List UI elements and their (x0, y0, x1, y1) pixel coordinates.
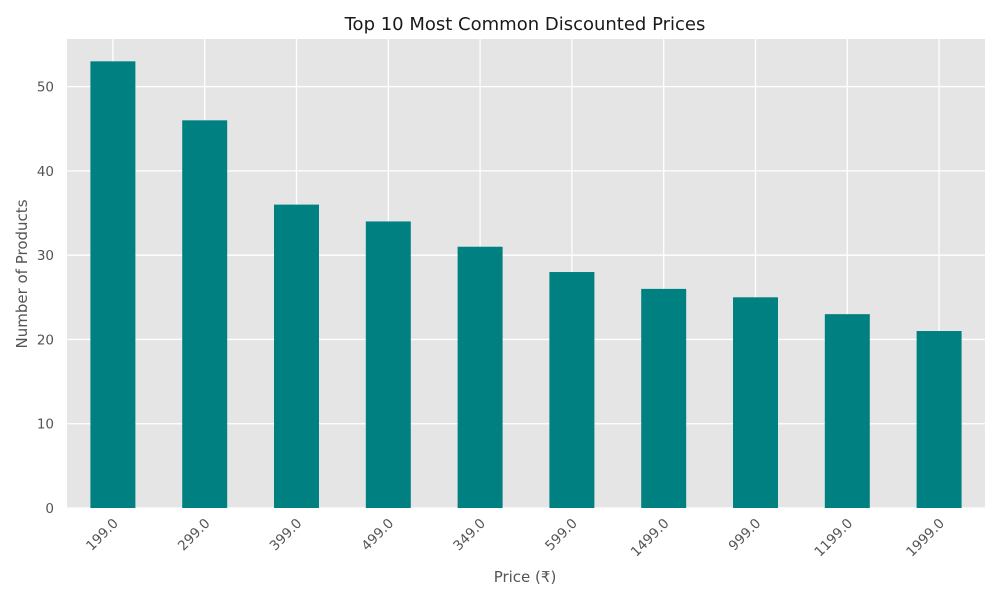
y-tick-label: 30 (37, 248, 54, 264)
y-tick-label: 0 (45, 501, 54, 517)
bar-layer (90, 61, 962, 509)
x-axis-label: Price (₹) (494, 568, 557, 586)
bar-349.0 (457, 246, 503, 509)
bar-199.0 (90, 61, 136, 508)
x-tick-label: 1199.0 (811, 516, 856, 561)
x-tick-label: 599.0 (542, 516, 581, 555)
x-tick-label: 349.0 (450, 516, 489, 555)
chart-title: Top 10 Most Common Discounted Prices (344, 14, 706, 35)
x-tick-label: 1499.0 (628, 516, 673, 561)
bar-299.0 (182, 120, 228, 509)
x-tick-label: 399.0 (267, 516, 306, 555)
bar-599.0 (549, 272, 595, 508)
x-tick-label: 299.0 (175, 516, 214, 555)
y-tick-label: 50 (37, 80, 54, 96)
y-tick-label: 10 (37, 417, 54, 433)
y-axis-label: Number of Products (13, 199, 31, 348)
x-tick-label: 1999.0 (903, 516, 948, 561)
bar-999.0 (733, 297, 778, 508)
bar-399.0 (274, 204, 319, 509)
x-tick-label: 999.0 (726, 516, 765, 555)
x-tick-label: 199.0 (83, 516, 122, 555)
x-axis-ticks: 199.0 299.0 399.0 499.0 349.0 599.0 1499.0 999.… (83, 516, 948, 561)
bar-499.0 (365, 221, 411, 509)
bar-1999.0 (916, 331, 962, 508)
bar-1499.0 (641, 288, 687, 508)
bar-1199.0 (824, 314, 870, 508)
y-tick-label: 20 (37, 332, 54, 348)
y-tick-label: 40 (37, 164, 54, 180)
x-tick-label: 499.0 (358, 516, 397, 555)
y-axis-ticks: 0 10 20 30 40 50 (37, 80, 54, 517)
